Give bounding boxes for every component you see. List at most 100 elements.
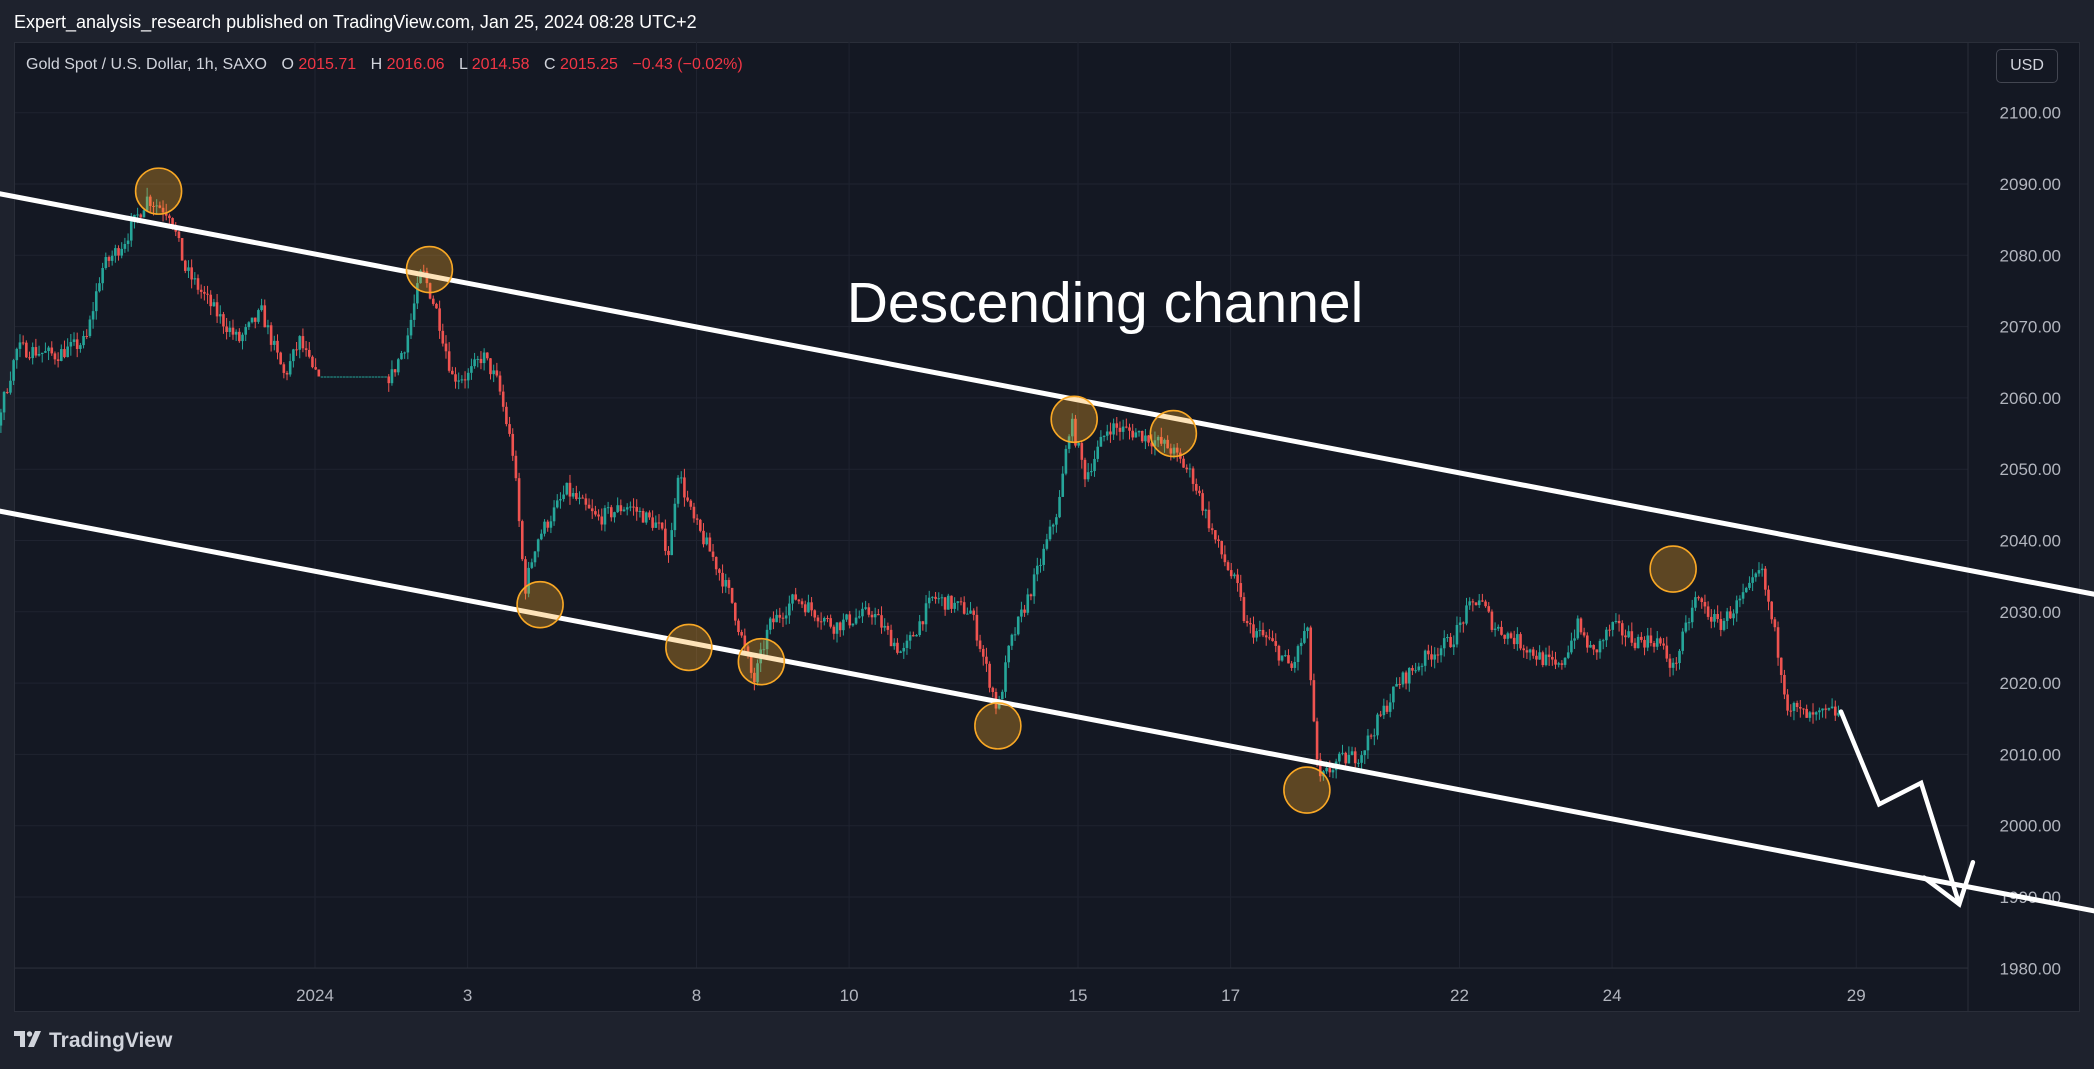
candle-body [1779,657,1783,675]
candle-body [126,240,130,244]
candle-body [571,493,575,497]
candle-body [1709,616,1713,622]
candle-body [1134,432,1138,438]
candle-body [1805,708,1808,718]
candle-body [1557,663,1560,665]
candle-body [784,615,788,619]
candle-body [355,376,359,378]
candle-body [473,359,476,367]
candle-body [1420,665,1424,667]
candle-body [714,556,718,570]
candle-body [749,656,753,673]
candle-body [889,629,893,647]
candle-body [1471,601,1475,603]
candle-body [288,361,292,375]
candle-body [1096,446,1100,459]
currency-button[interactable]: USD [1996,49,2058,83]
candle-body [1487,606,1491,612]
candle-body [1290,663,1293,668]
candle-body [422,270,426,272]
candle-body [724,580,728,587]
candle-body [692,506,696,519]
candle-body [463,379,467,381]
candle-body [524,559,527,594]
candle-body [1328,768,1332,773]
candle-body [1274,641,1278,646]
candle-body [772,618,775,623]
candle-body [918,621,921,635]
candle-body [727,580,731,588]
candle-body [349,376,352,378]
candle-body [25,342,28,358]
candle-body [155,205,158,207]
candle-body [1490,611,1494,630]
candle-body [1636,636,1640,649]
candle-body [1563,657,1567,665]
candle-body [1729,611,1732,619]
candle-body [807,602,810,613]
candle-body [79,345,82,349]
candle-body [1061,473,1065,497]
candle-body [247,322,251,328]
candle-body [927,597,931,604]
candle-body [1827,708,1831,710]
candle-body [1255,631,1258,638]
candle-body [1296,646,1300,662]
candle-body [788,603,791,616]
candle-body [1551,656,1554,660]
candle-body [1239,583,1243,598]
candle-body [1369,735,1373,737]
candle-body [1458,622,1462,626]
candle-body [1652,643,1656,647]
candle-body [1818,710,1821,713]
candle-body [1697,597,1700,599]
candle-body [1058,496,1061,518]
candle-body [1802,708,1805,710]
candle-body [1675,662,1678,664]
candle-body [1169,448,1173,454]
candle-body [250,317,254,323]
candle-body [1401,672,1405,685]
candle-body [501,391,505,407]
candle-body [479,358,483,364]
candle-body [1210,528,1214,531]
candle-body [1376,714,1379,736]
candle-body [1595,649,1599,653]
candle-body [1077,443,1080,446]
candle-body [419,270,422,284]
tradingview-logo[interactable]: TradingView [14,1026,172,1056]
candle-body [1795,702,1799,708]
candle-body [1687,622,1691,624]
candle-body [98,283,101,292]
legend-close-value: 2015.25 [560,56,618,73]
candle-body [1156,436,1160,441]
candle-body [613,512,616,518]
candle-body [31,347,34,359]
candle-body [1379,714,1382,716]
candle-body [317,369,321,377]
candle-body [1764,568,1767,590]
candle-body [654,522,658,528]
candle-body [91,311,95,320]
candle-body [1102,435,1106,437]
candle-body [676,477,680,504]
candle-body [1684,622,1688,632]
candle-body [234,331,238,335]
candle-body [269,325,273,345]
candle-body [1191,468,1195,484]
candle-body [1605,629,1608,641]
candle-body [107,257,111,261]
candle-body [1570,640,1573,653]
candle-body [377,376,381,378]
candle-body [2,391,6,413]
candle-body [1163,439,1166,444]
legend-symbol: Gold Spot / U.S. Dollar, 1h, SAXO [26,56,267,73]
candle-body [641,510,645,523]
y-tick-label: 2100.00 [2000,104,2061,123]
candle-body [1751,577,1754,583]
candle-body [1547,654,1551,657]
candle-body [1554,659,1557,665]
candle-body [1417,666,1421,671]
candle-body [304,348,308,350]
